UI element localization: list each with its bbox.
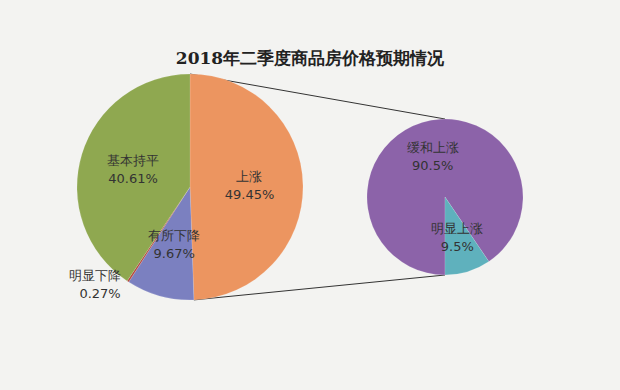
svg-text:9.5%: 9.5%: [441, 239, 474, 254]
svg-text:9.67%: 9.67%: [154, 246, 195, 261]
svg-text:49.45%: 49.45%: [225, 187, 275, 202]
svg-text:上涨: 上涨: [236, 169, 262, 184]
svg-text:基本持平: 基本持平: [107, 153, 159, 168]
svg-text:有所下降: 有所下降: [148, 228, 200, 243]
svg-text:明显下降: 明显下降: [69, 268, 121, 283]
svg-text:缓和上涨: 缓和上涨: [407, 140, 459, 155]
svg-text:0.27%: 0.27%: [79, 286, 120, 301]
svg-text:明显上涨: 明显上涨: [431, 221, 483, 236]
svg-text:40.61%: 40.61%: [108, 171, 158, 186]
svg-text:2018年二季度商品房价格预期情况: 2018年二季度商品房价格预期情况: [176, 48, 445, 68]
svg-text:90.5%: 90.5%: [412, 158, 453, 173]
